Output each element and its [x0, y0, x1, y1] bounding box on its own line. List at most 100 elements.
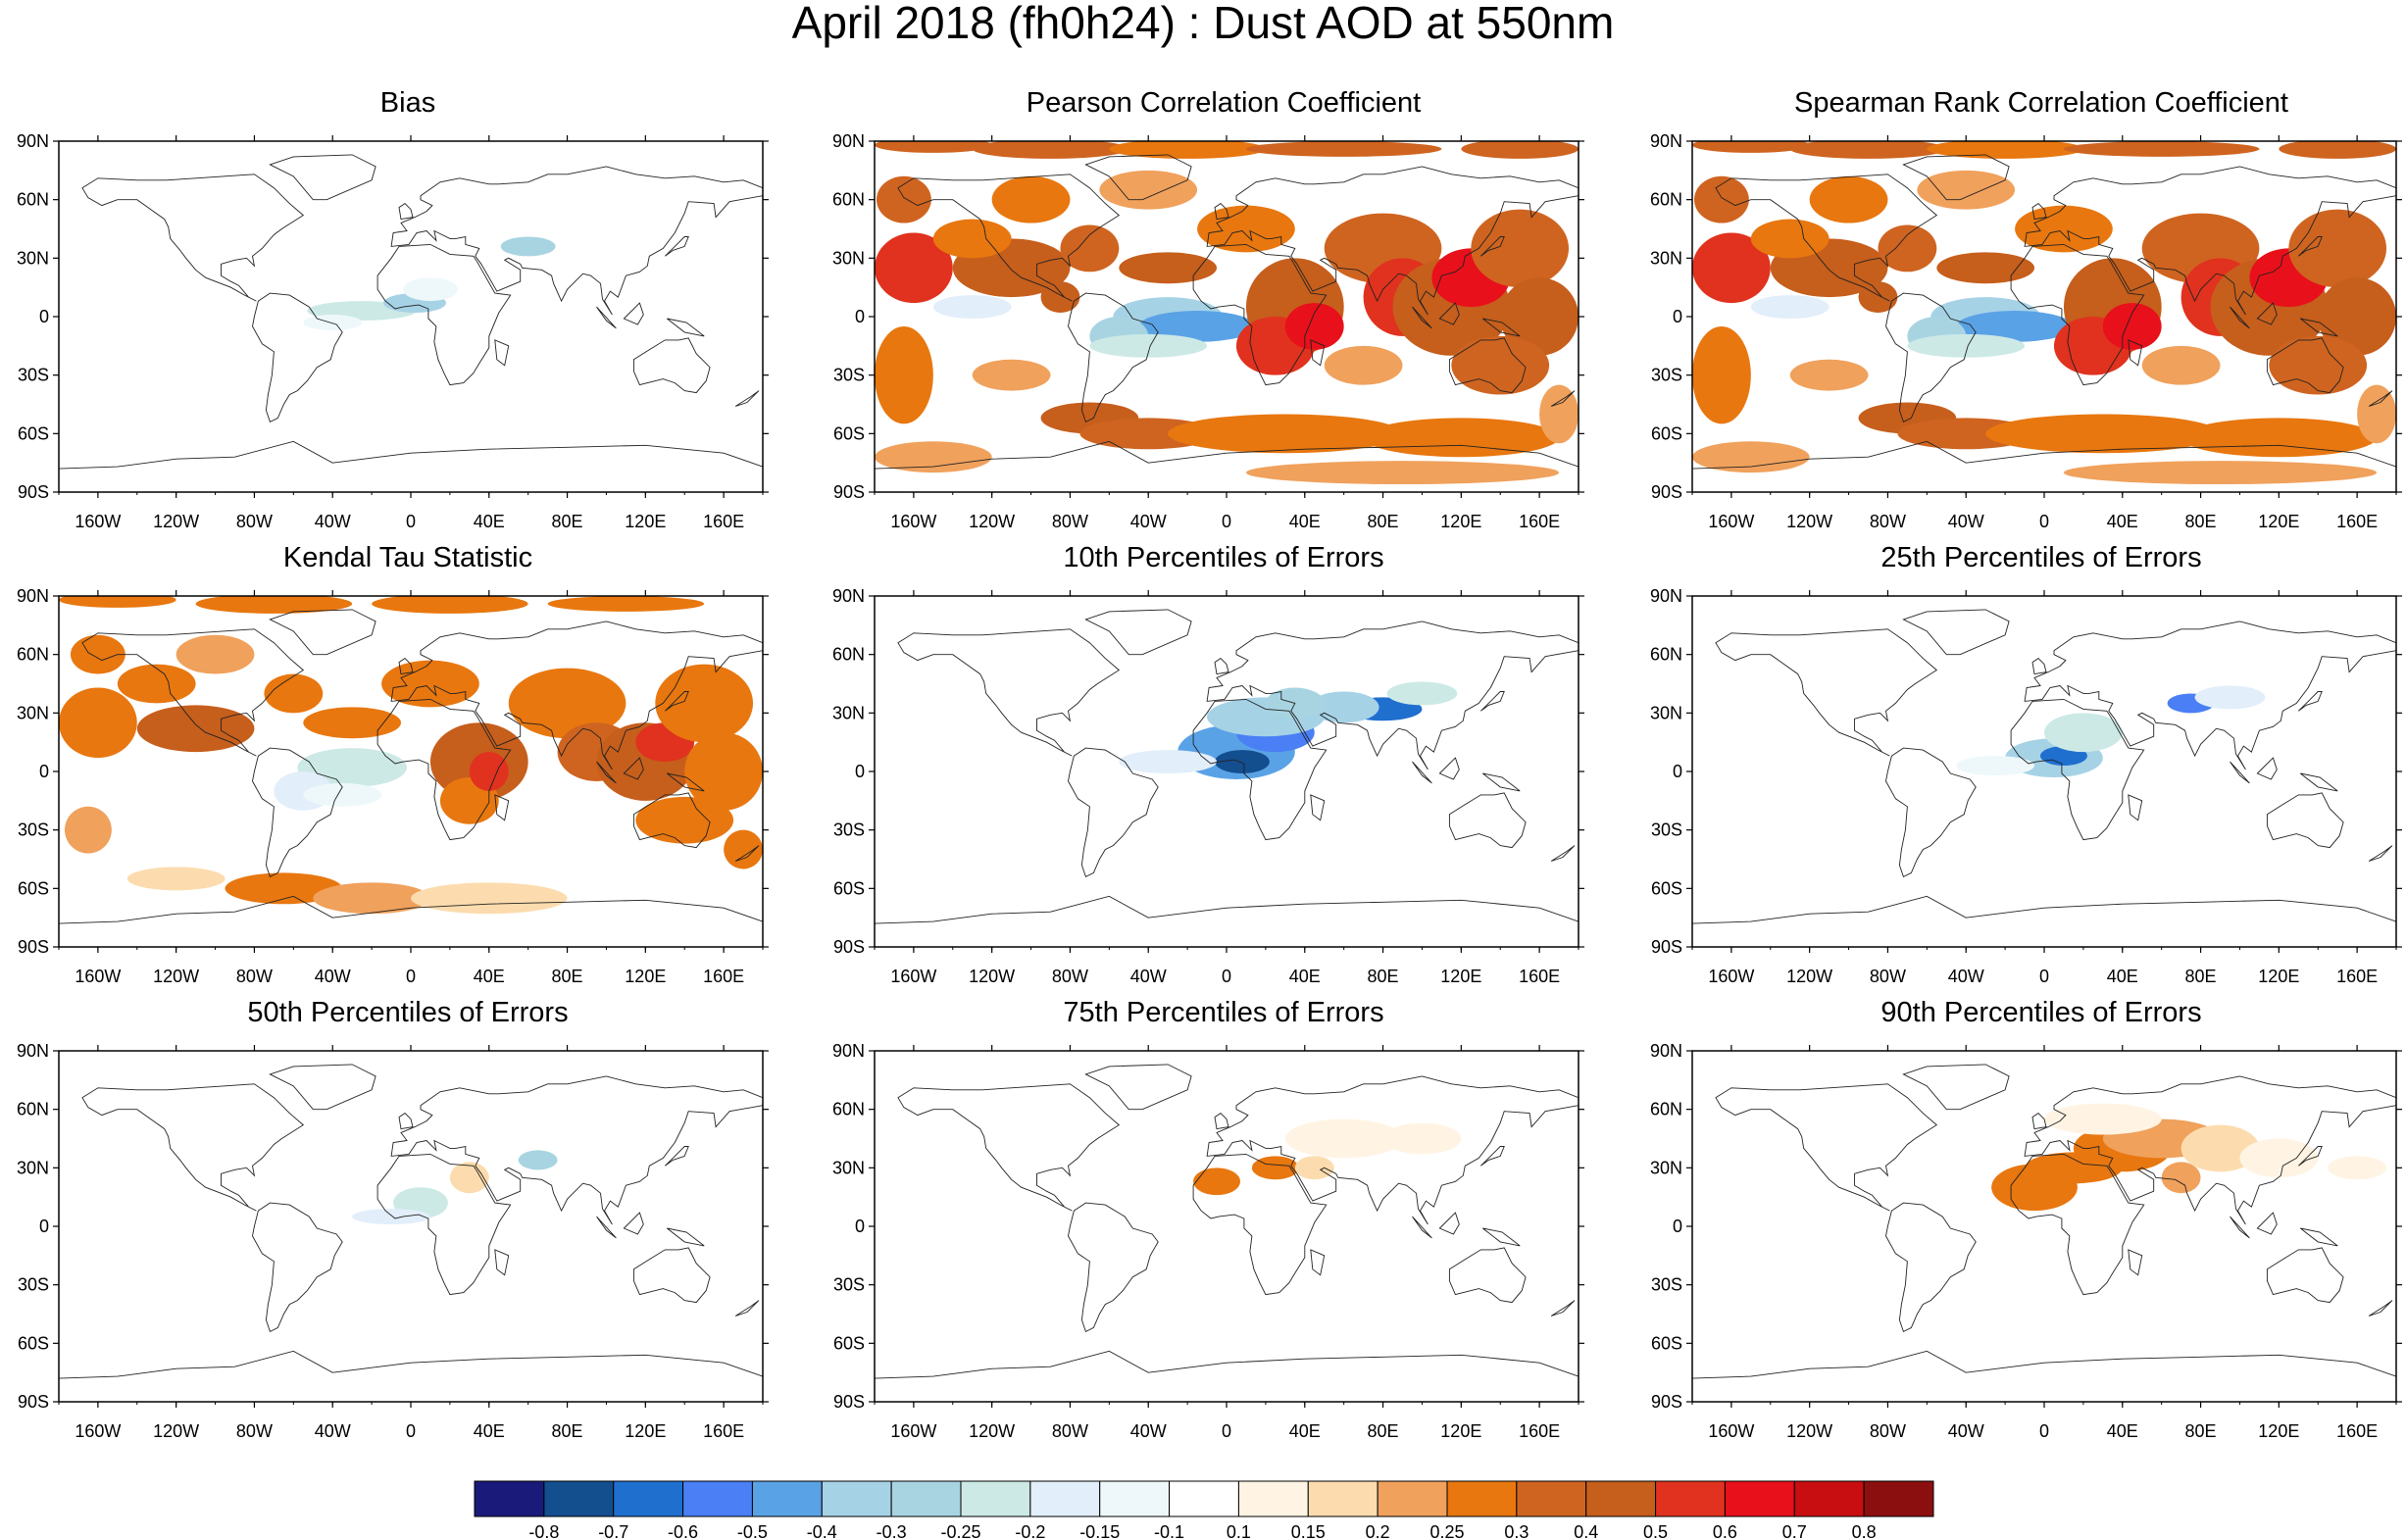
lon-tick-label: 40W [1948, 967, 1984, 986]
field-blob [1692, 441, 1810, 473]
lon-tick-label: 160W [890, 1421, 936, 1441]
lat-tick-label: 90S [18, 482, 49, 502]
coastline [2230, 761, 2250, 784]
lon-tick-label: 40E [474, 967, 505, 986]
lon-tick-label: 40W [315, 512, 351, 531]
coastline [2031, 203, 2047, 221]
main-title: April 2018 (fh0h24) : Dust AOD at 550nm [791, 0, 1615, 48]
lat-tick-label: 30S [833, 820, 865, 840]
panel-title: 90th Percentiles of Errors [1880, 997, 2202, 1028]
data-field [303, 236, 556, 330]
lon-tick-label: 120W [153, 512, 199, 531]
lon-tick-label: 80W [1870, 967, 1906, 986]
colorbar-box [1446, 1480, 1518, 1517]
coastline [2128, 1249, 2143, 1276]
lon-tick-label: 80E [1368, 512, 1399, 531]
lat-tick-label: 30S [18, 1275, 49, 1295]
coastline [1206, 1075, 1579, 1225]
coastline [667, 1227, 705, 1247]
coastlines [59, 154, 763, 470]
lon-tick-label: 160E [2336, 512, 2378, 531]
coastline [2256, 1212, 2278, 1235]
colorbar-box [751, 1480, 823, 1517]
coastline [269, 609, 376, 656]
field-blob [1985, 414, 2221, 454]
colorbar-label: 0.3 [1504, 1522, 1529, 1540]
field-blob [117, 664, 196, 704]
field-blob [1789, 141, 1947, 159]
lat-tick-label: 60S [833, 423, 865, 443]
coastline [398, 1113, 414, 1130]
lon-tick-label: 160E [1519, 512, 1560, 531]
coastline [1550, 845, 1576, 862]
coastline [1214, 658, 1229, 675]
field-blob [1040, 281, 1080, 314]
coastline [1448, 337, 1527, 394]
lon-tick-label: 160E [703, 512, 744, 531]
lat-tick-label: 30S [1651, 1275, 1682, 1295]
lon-tick-label: 160W [1708, 967, 1754, 986]
lon-tick-label: 80W [1052, 967, 1088, 986]
coastline [269, 154, 376, 201]
coastline [2031, 1113, 2047, 1130]
lat-tick-label: 90N [1650, 1041, 1682, 1061]
field-blob [2357, 384, 2396, 444]
coastline [390, 621, 763, 770]
field-blob [381, 660, 479, 708]
field-blob [1119, 252, 1218, 284]
coastline [734, 845, 760, 862]
lon-tick-label: 40W [1948, 1421, 1984, 1441]
field-blob [1294, 1156, 1334, 1180]
colorbar-label: -0.25 [940, 1522, 980, 1540]
field-blob [1245, 461, 1560, 485]
lon-tick-label: 120E [2258, 512, 2299, 531]
lon-tick-label: 40E [474, 1421, 505, 1441]
field-blob [1936, 252, 2035, 284]
lat-tick-label: 90N [832, 1041, 865, 1061]
lon-tick-label: 160E [1519, 967, 1560, 986]
field-blob [1692, 141, 1810, 153]
coastline [2010, 1153, 2145, 1296]
lat-tick-label: 30S [18, 820, 49, 840]
coastline [1885, 747, 1977, 878]
field-blob [1386, 681, 1458, 706]
field-blob [1539, 384, 1579, 444]
coastline [1068, 1202, 1159, 1333]
field-blob [1109, 141, 1266, 159]
coastline [596, 306, 617, 329]
field-blob [2161, 1162, 2201, 1194]
coastlines [875, 609, 1579, 924]
lat-tick-label: 60N [832, 190, 865, 210]
lon-tick-label: 80W [1870, 512, 1906, 531]
lat-tick-label: 90S [18, 1392, 49, 1412]
colorbar-box [1655, 1480, 1726, 1517]
lon-tick-label: 80W [1052, 512, 1088, 531]
coastline [1438, 302, 1460, 325]
field-blob [932, 295, 1012, 319]
field-blob [469, 752, 509, 791]
field-blob [1750, 295, 1830, 319]
coastline [1448, 1247, 1527, 1304]
lon-tick-label: 40E [2107, 967, 2138, 986]
field-blob [2063, 141, 2260, 157]
data-field [1193, 1118, 1462, 1196]
world-map: 90N 60N 30N 0 30S 60S 90S 160W 120W 80W 40W 0 40E 80E… [1650, 131, 2402, 531]
lon-tick-label: 120E [625, 967, 666, 986]
colorbar-label: -0.8 [528, 1522, 559, 1540]
coastline [667, 318, 705, 337]
field-blob [1789, 359, 1869, 391]
lat-tick-label: 90N [1650, 131, 1682, 151]
coastline [2300, 318, 2338, 337]
lat-tick-label: 90N [17, 1041, 49, 1061]
lat-tick-label: 90N [832, 586, 865, 606]
coastline [390, 1075, 763, 1225]
coastline [269, 1064, 376, 1111]
field-blob [2328, 1156, 2387, 1180]
field-blob [303, 782, 382, 807]
lat-tick-label: 60N [832, 1100, 865, 1119]
coastline [596, 1216, 617, 1239]
field-blob [2180, 1124, 2260, 1172]
lon-tick-label: 80W [236, 512, 273, 531]
lat-tick-label: 30N [832, 1158, 865, 1177]
lon-tick-label: 160W [890, 967, 936, 986]
